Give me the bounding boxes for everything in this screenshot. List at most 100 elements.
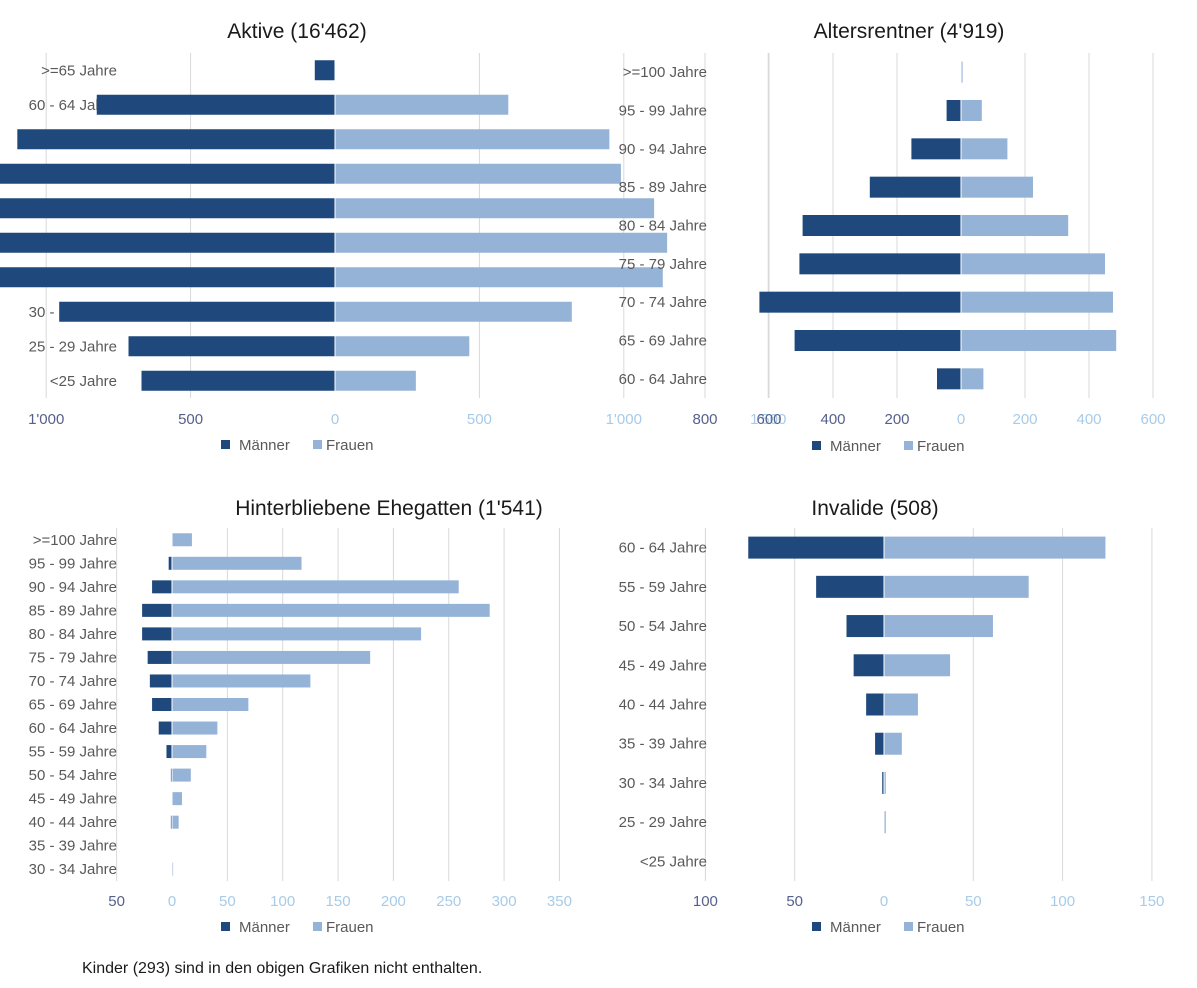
chart-title: Invalide (508): [811, 497, 938, 520]
category-label: 80 - 84 Jahre: [29, 626, 117, 643]
bar-frauen: [335, 232, 668, 253]
bar-frauen: [961, 291, 1113, 313]
tick-label: 100: [1050, 893, 1075, 910]
bar-maenner: [802, 215, 961, 236]
category-label: 55 - 59 Jahre: [619, 579, 707, 596]
category-label: 60 - 64 Jahre: [29, 720, 117, 737]
tick-label: 300: [492, 893, 517, 910]
bar-frauen: [884, 811, 886, 834]
category-label: <25 Jahre: [640, 853, 707, 870]
tick-label: 50: [108, 893, 125, 910]
bar-maenner: [152, 698, 172, 711]
tick-label: 600: [756, 411, 781, 428]
bar-maenner: [937, 368, 961, 390]
bar-maenner: [799, 253, 961, 275]
legend-swatch-frauen: [313, 440, 322, 449]
footnote: Kinder (293) sind in den obigen Grafiken…: [82, 960, 483, 977]
bar-frauen: [335, 94, 509, 115]
bar-maenner: [166, 745, 172, 759]
bar-maenner: [748, 536, 884, 559]
bar-frauen: [884, 615, 993, 638]
bar-frauen: [172, 580, 459, 594]
bar-maenner: [149, 674, 172, 688]
bar-maenner: [17, 129, 335, 150]
bar-frauen: [884, 693, 918, 716]
legend-swatch-frauen: [904, 441, 913, 450]
bar-frauen: [884, 771, 886, 794]
category-label: 90 - 94 Jahre: [29, 579, 117, 596]
tick-label: 100: [270, 893, 295, 910]
legend: Männer Frauen: [221, 437, 374, 454]
legend-label-maenner: Männer: [239, 919, 290, 936]
tick-label: 200: [884, 411, 909, 428]
bar-frauen: [961, 176, 1033, 198]
bar-maenner: [170, 768, 172, 782]
category-label: >=65 Jahre: [41, 62, 117, 79]
category-label: 75 - 79 Jahre: [619, 256, 707, 273]
category-label: 90 - 94 Jahre: [619, 141, 707, 158]
bar-frauen: [335, 336, 470, 357]
bar-frauen: [172, 650, 371, 664]
bar-frauen: [335, 370, 416, 391]
bar-frauen: [961, 330, 1117, 351]
tick-label: 0: [168, 893, 176, 910]
category-label: 85 - 89 Jahre: [29, 602, 117, 619]
chart-4: Invalide (508) 60 - 64 Jahre 55 - 59 Jahre…: [619, 497, 1165, 936]
tick-label: 400: [1076, 411, 1101, 428]
bar-frauen: [172, 603, 490, 617]
category-label: 70 - 74 Jahre: [29, 673, 117, 690]
tick-label: 50: [965, 893, 982, 910]
legend-label-maenner: Männer: [239, 437, 290, 454]
tick-label: 1'000: [606, 411, 642, 428]
bar-maenner: [882, 771, 884, 794]
bar-maenner: [170, 815, 172, 829]
bar-frauen: [961, 368, 984, 390]
bar-frauen: [172, 627, 422, 641]
tick-label: 1'000: [28, 411, 64, 428]
tick-label: 600: [1140, 411, 1165, 428]
category-label: 60 - 64 Jahre: [29, 97, 117, 114]
tick-label: 500: [178, 411, 203, 428]
category-label: 75 - 79 Jahre: [29, 649, 117, 666]
category-label: 30 - 34 Jahre: [619, 775, 707, 792]
bar-maenner: [759, 291, 961, 313]
legend: Männer Frauen: [812, 438, 965, 455]
category-label: 70 - 74 Jahre: [619, 294, 707, 311]
legend: Männer Frauen: [221, 919, 374, 936]
category-label: 45 - 49 Jahre: [29, 791, 117, 808]
bar-frauen: [172, 792, 182, 806]
bar-maenner: [141, 370, 335, 391]
category-label: 35 - 39 Jahre: [619, 736, 707, 753]
legend-swatch-maenner: [812, 922, 821, 931]
legend-label-frauen: Frauen: [326, 437, 374, 454]
tick-label: 200: [381, 893, 406, 910]
tick-label: 150: [1139, 893, 1164, 910]
category-label: 95 - 99 Jahre: [619, 103, 707, 120]
bar-maenner: [0, 198, 335, 219]
tick-label: 0: [331, 411, 339, 428]
category-label: 35 - 39 Jahre: [29, 838, 117, 855]
bar-frauen: [961, 138, 1008, 160]
bar-maenner: [846, 615, 884, 638]
chart-title: Altersrentner (4'919): [814, 20, 1005, 43]
tick-label: 0: [880, 893, 888, 910]
bar-frauen: [884, 732, 902, 755]
bar-frauen: [172, 556, 302, 570]
bar-frauen: [335, 163, 621, 184]
bar-maenner: [158, 721, 172, 735]
bar-maenner: [816, 575, 884, 598]
category-label: <25 Jahre: [50, 373, 117, 390]
bar-maenner: [0, 232, 335, 253]
category-label: 95 - 99 Jahre: [29, 555, 117, 572]
chart-title: Aktive (16'462): [227, 20, 366, 43]
chart-3: Hinterbliebene Ehegatten (1'541) >=100 Ja…: [29, 497, 572, 936]
category-label: 80 - 84 Jahre: [619, 218, 707, 235]
bar-frauen: [884, 575, 1029, 598]
bar-frauen: [335, 301, 572, 322]
bar-maenner: [0, 163, 335, 184]
chart-2: Altersrentner (4'919) >=100 Jahre 95 - 99 …: [619, 20, 1166, 455]
category-label: 45 - 49 Jahre: [619, 657, 707, 674]
chart-title: Hinterbliebene Ehegatten (1'541): [235, 497, 543, 520]
legend-swatch-frauen: [313, 922, 322, 931]
